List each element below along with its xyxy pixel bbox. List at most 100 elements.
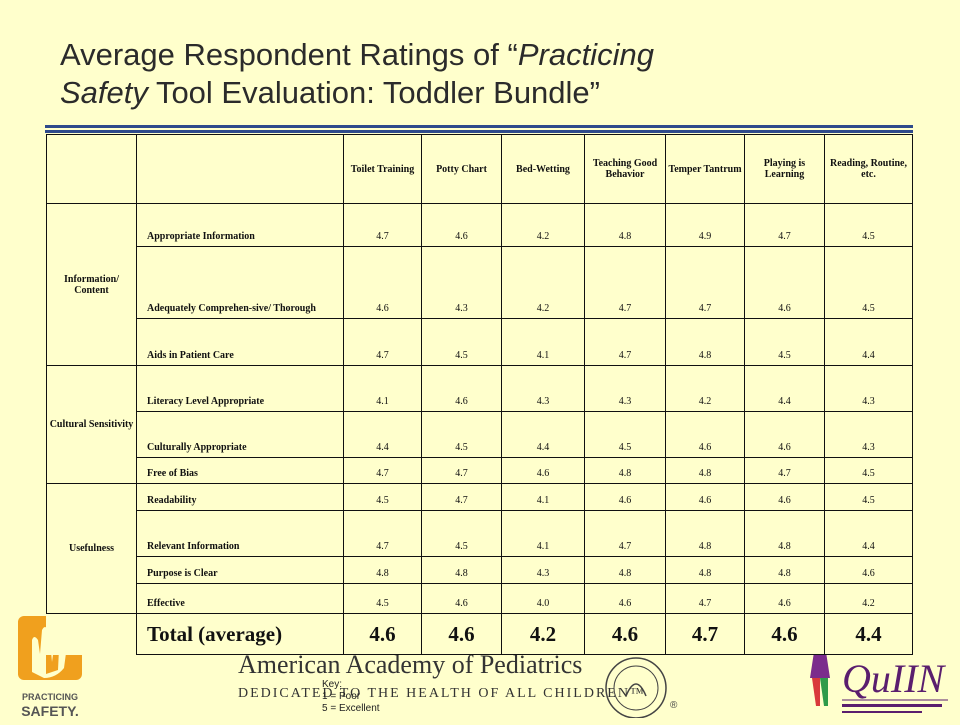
value-cell: 4.2 xyxy=(824,583,913,614)
value-cell: 4.6 xyxy=(824,556,913,584)
value-cell: 4.4 xyxy=(824,510,913,557)
column-header: Potty Chart xyxy=(421,134,502,204)
row-label: Effective xyxy=(136,583,344,614)
value-cell: 4.7 xyxy=(343,318,422,366)
value-cell: 4.7 xyxy=(421,457,502,484)
value-cell: 4.7 xyxy=(343,203,422,247)
value-cell: 4.6 xyxy=(744,411,825,458)
value-cell: 4.4 xyxy=(824,318,913,366)
value-cell: 4.6 xyxy=(421,583,502,614)
total-label: Total (average) xyxy=(136,613,344,655)
table-row: Adequately Comprehen-sive/ Thorough 4.6 … xyxy=(47,246,913,319)
total-value: 4.4 xyxy=(824,613,913,655)
value-cell: 4.3 xyxy=(421,246,502,319)
value-cell: 4.6 xyxy=(421,365,502,412)
title-rule-1 xyxy=(45,125,913,128)
quiin-logo: QuIIN xyxy=(800,628,950,720)
category-cell: Cultural Sensitivity xyxy=(46,365,137,484)
value-cell: 4.8 xyxy=(584,203,666,247)
row-label: Aids in Patient Care xyxy=(136,318,344,366)
value-cell: 4.5 xyxy=(343,583,422,614)
value-cell: 4.3 xyxy=(824,411,913,458)
value-cell: 4.5 xyxy=(824,246,913,319)
value-cell: 4.5 xyxy=(421,411,502,458)
value-cell: 4.4 xyxy=(343,411,422,458)
column-header: Teaching Good Behavior xyxy=(584,134,666,204)
total-value: 4.7 xyxy=(665,613,745,655)
table-row: Culturally Appropriate 4.4 4.5 4.4 4.5 4… xyxy=(47,411,913,458)
value-cell: 4.1 xyxy=(343,365,422,412)
value-cell: 4.6 xyxy=(584,483,666,511)
key-title: Key: xyxy=(322,679,343,690)
total-row: Total (average) 4.6 4.6 4.2 4.6 4.7 4.6 … xyxy=(46,613,913,655)
value-cell: 4.5 xyxy=(824,483,913,511)
value-cell: 4.6 xyxy=(744,583,825,614)
value-cell: 4.8 xyxy=(584,457,666,484)
value-cell: 4.8 xyxy=(665,457,745,484)
value-cell: 4.7 xyxy=(343,510,422,557)
slide-title: Average Respondent Ratings of “Practicin… xyxy=(60,36,940,112)
value-cell: 4.8 xyxy=(421,556,502,584)
value-cell: 4.5 xyxy=(744,318,825,366)
table-row: Relevant Information 4.7 4.5 4.1 4.7 4.8… xyxy=(47,510,913,557)
column-header: Temper Tantrum xyxy=(665,134,745,204)
row-label: Adequately Comprehen-sive/ Thorough xyxy=(136,246,344,319)
row-label: Literacy Level Appropriate xyxy=(136,365,344,412)
table-row: Purpose is Clear 4.8 4.8 4.3 4.8 4.8 4.8… xyxy=(47,556,913,584)
table-row: Aids in Patient Care 4.7 4.5 4.1 4.7 4.8… xyxy=(47,318,913,366)
value-cell: 4.8 xyxy=(744,556,825,584)
value-cell: 4.4 xyxy=(501,411,585,458)
key-high: 5 = Excellent xyxy=(322,703,380,714)
total-value: 4.6 xyxy=(584,613,666,655)
value-cell: 4.7 xyxy=(744,457,825,484)
ratings-table: Toilet Training Potty Chart Bed-Wetting … xyxy=(46,134,913,655)
value-cell: 4.6 xyxy=(744,246,825,319)
quiin-wordmark: QuIIN xyxy=(842,656,947,701)
value-cell: 4.3 xyxy=(501,365,585,412)
aap-seal-icon: ® xyxy=(600,652,678,719)
value-cell: 4.7 xyxy=(584,318,666,366)
column-header: Playing is Learning xyxy=(744,134,825,204)
value-cell: 4.8 xyxy=(584,556,666,584)
title-rule-2 xyxy=(45,130,913,133)
value-cell: 4.7 xyxy=(584,246,666,319)
value-cell: 4.8 xyxy=(744,510,825,557)
value-cell: 4.5 xyxy=(421,318,502,366)
value-cell: 4.6 xyxy=(584,583,666,614)
value-cell: 4.7 xyxy=(665,246,745,319)
table-row: Cultural Sensitivity Literacy Level Appr… xyxy=(46,365,913,484)
value-cell: 4.3 xyxy=(824,365,913,412)
value-cell: 4.0 xyxy=(501,583,585,614)
total-blank xyxy=(46,613,137,655)
value-cell: 4.8 xyxy=(665,318,745,366)
row-label: Purpose is Clear xyxy=(136,556,344,584)
row-label: Relevant Information xyxy=(136,510,344,557)
header-row: Toilet Training Potty Chart Bed-Wetting … xyxy=(46,134,913,204)
table-row: Information/ Content Appropriate Informa… xyxy=(46,203,913,366)
value-cell: 4.3 xyxy=(584,365,666,412)
total-value: 4.2 xyxy=(501,613,585,655)
value-cell: 4.2 xyxy=(665,365,745,412)
value-cell: 4.7 xyxy=(343,457,422,484)
title-line-2: Safety Tool Evaluation: Toddler Bundle” xyxy=(60,75,600,110)
header-blank-1 xyxy=(46,134,137,204)
column-header: Bed-Wetting xyxy=(501,134,585,204)
value-cell: 4.3 xyxy=(501,556,585,584)
total-value: 4.6 xyxy=(744,613,825,655)
svg-text:®: ® xyxy=(670,700,678,711)
value-cell: 4.8 xyxy=(343,556,422,584)
rating-key: Key: 1 = Poor 5 = Excellent xyxy=(322,679,380,715)
total-value: 4.6 xyxy=(343,613,422,655)
value-cell: 4.6 xyxy=(343,246,422,319)
svg-text:PRACTICING: PRACTICING xyxy=(22,692,78,702)
value-cell: 4.2 xyxy=(501,203,585,247)
row-label: Appropriate Information xyxy=(136,203,344,247)
value-cell: 4.6 xyxy=(421,203,502,247)
table-row: Usefulness Readability 4.5 4.7 4.1 4.6 4… xyxy=(46,483,913,614)
value-cell: 4.9 xyxy=(665,203,745,247)
header-blank-2 xyxy=(136,134,344,204)
title-line-1: Average Respondent Ratings of “Practicin… xyxy=(60,37,654,72)
value-cell: 4.6 xyxy=(501,457,585,484)
value-cell: 4.1 xyxy=(501,483,585,511)
value-cell: 4.7 xyxy=(744,203,825,247)
